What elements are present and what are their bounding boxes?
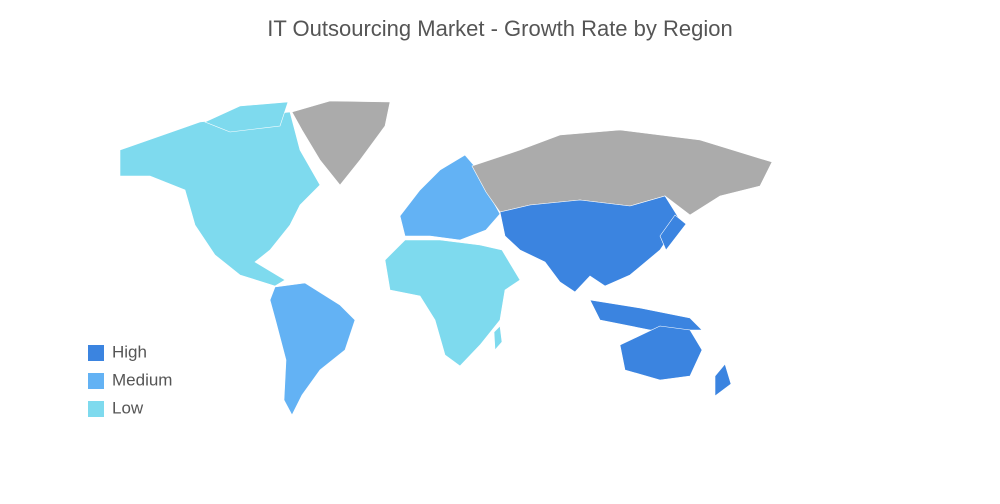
legend-label: Low <box>112 398 144 417</box>
north-america <box>119 111 321 287</box>
japan <box>659 214 687 251</box>
new-zealand <box>714 363 732 397</box>
legend-swatch <box>88 401 104 417</box>
south-america <box>269 282 356 416</box>
russia <box>471 129 773 216</box>
legend: High Medium Low <box>88 342 172 417</box>
arctic-islands <box>204 101 289 133</box>
asia <box>499 195 681 293</box>
map-title: IT Outsourcing Market - Growth Rate by R… <box>267 16 732 41</box>
greenland <box>291 100 391 186</box>
legend-swatch <box>88 345 104 361</box>
australia <box>619 325 703 381</box>
legend-label: High <box>112 342 147 361</box>
madagascar <box>493 325 503 351</box>
legend-label: Medium <box>112 370 172 389</box>
world-map <box>119 100 773 416</box>
africa-middle-east <box>384 239 521 367</box>
indonesia <box>589 299 703 331</box>
legend-swatch <box>88 373 104 389</box>
